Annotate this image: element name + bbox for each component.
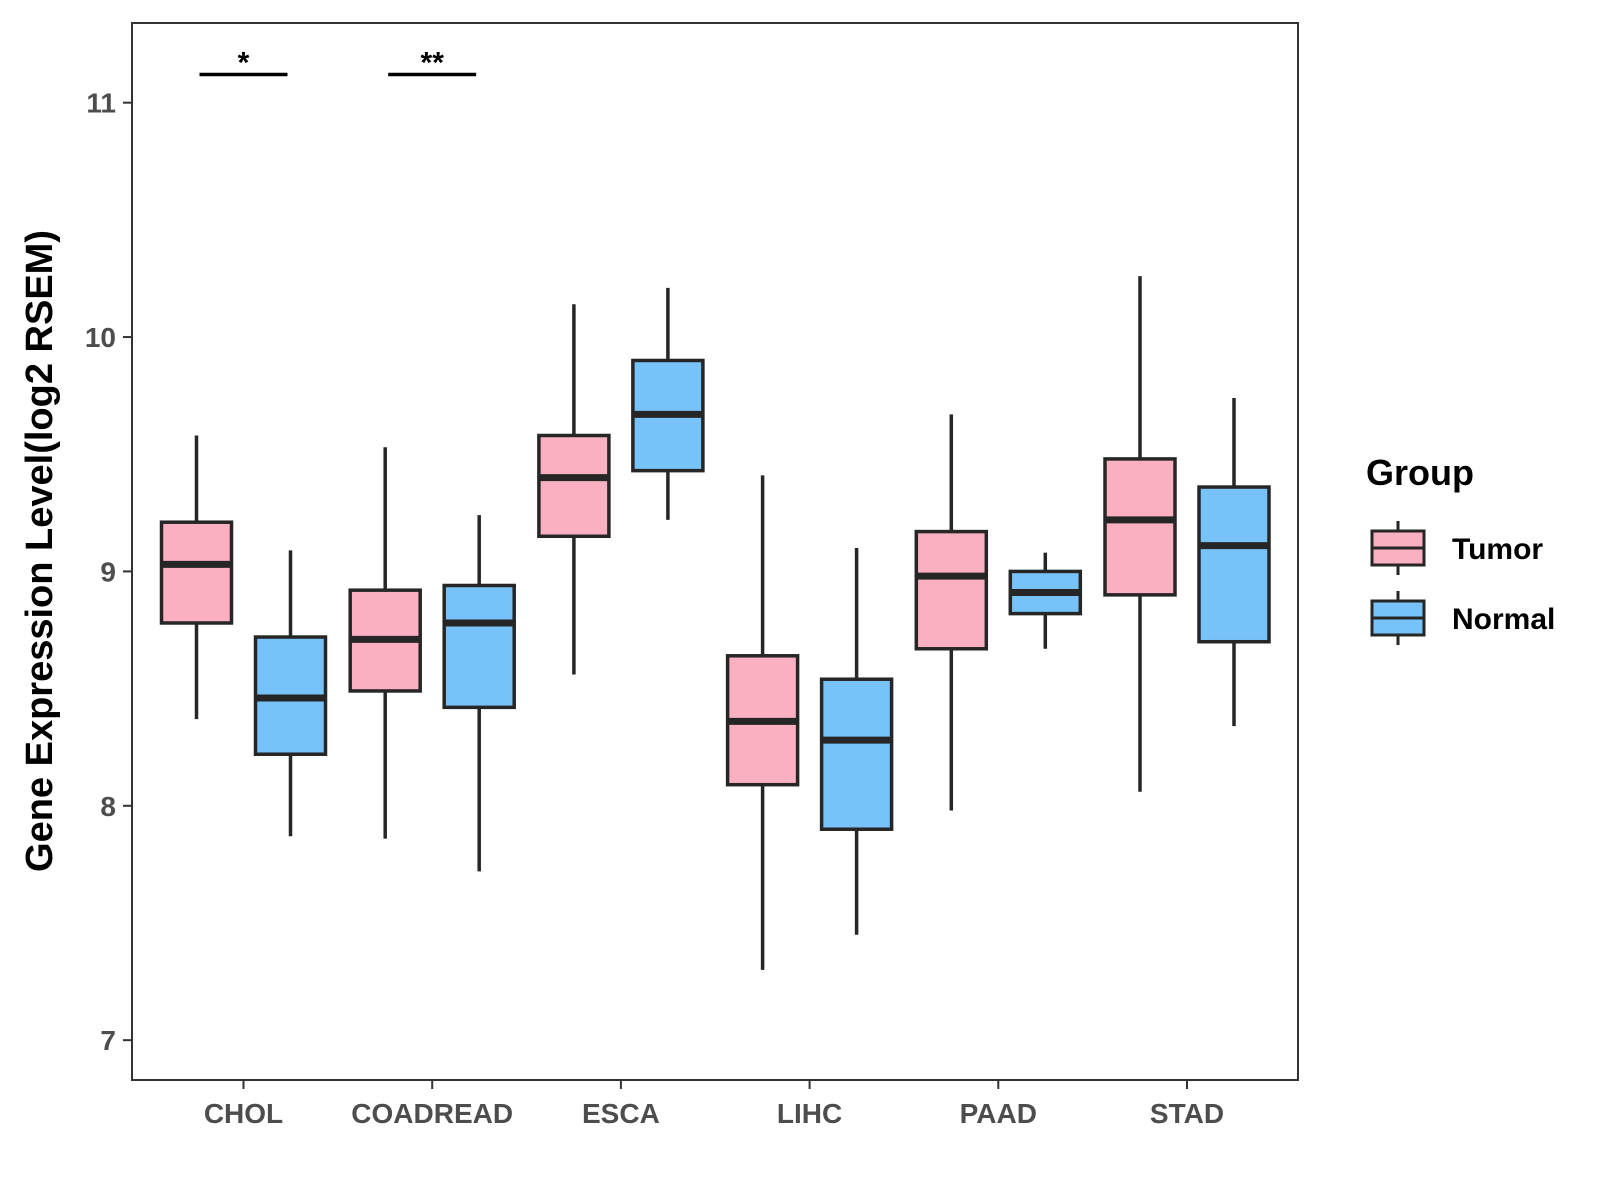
box-body: [537, 433, 611, 539]
box-body: [914, 529, 989, 651]
legend-item-normal: Normal: [1370, 591, 1555, 645]
x-tick-label-chol: CHOL: [204, 1098, 283, 1129]
box-normal-stad: [1197, 397, 1271, 727]
y-tick-label: 7: [100, 1025, 116, 1056]
box-tumor-lihc: [725, 475, 800, 970]
x-tick-label-lihc: LIHC: [777, 1098, 842, 1129]
y-axis: 7 8 9 10 11: [85, 88, 132, 1056]
box-normal-paad: [1008, 552, 1083, 649]
y-tick-label: 8: [100, 791, 116, 822]
y-tick-label: 10: [85, 322, 116, 353]
significance-annotations: * **: [199, 47, 477, 80]
legend-item-tumor: Tumor: [1370, 521, 1543, 575]
legend: Group Tumor Normal: [1366, 452, 1555, 645]
legend-label: Tumor: [1452, 533, 1543, 566]
box-tumor-coadread: [348, 447, 422, 839]
x-tick-label-paad: PAAD: [960, 1098, 1037, 1129]
significance-label: **: [421, 47, 445, 80]
box-body: [159, 520, 234, 625]
box-body: [819, 677, 894, 831]
box-normal-chol: [253, 550, 328, 837]
boxes-layer: [159, 276, 1271, 970]
box-tumor-paad: [914, 414, 989, 811]
box-normal-esca: [631, 287, 705, 520]
y-axis-title: Gene Expression Level(log2 RSEM): [19, 230, 61, 872]
box-tumor-stad: [1103, 276, 1177, 792]
x-axis: CHOL COADREAD ESCA LIHC PAAD STAD: [204, 1080, 1224, 1129]
x-tick-label-esca: ESCA: [582, 1098, 660, 1129]
box-tumor-chol: [159, 435, 234, 720]
box-body: [1103, 457, 1177, 597]
legend-title: Group: [1366, 452, 1474, 493]
box-body: [442, 583, 516, 710]
x-tick-label-stad: STAD: [1150, 1098, 1224, 1129]
significance-label: *: [238, 47, 250, 80]
box-tumor-esca: [537, 304, 611, 675]
box-normal-lihc: [819, 547, 894, 935]
legend-label: Normal: [1452, 603, 1555, 636]
y-tick-label: 9: [100, 556, 116, 587]
y-tick-label: 11: [86, 88, 116, 119]
box-body: [1197, 485, 1271, 644]
box-normal-coadread: [442, 515, 516, 872]
x-tick-label-coadread: COADREAD: [351, 1098, 513, 1129]
